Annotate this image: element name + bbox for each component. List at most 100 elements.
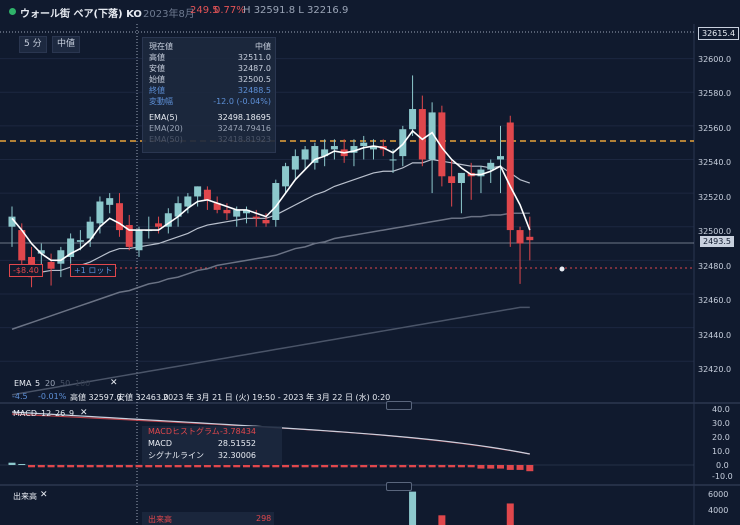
ema100-line (11, 306, 530, 396)
interval-button[interactable]: 5 分 (19, 36, 47, 53)
tooltip-label: 変動幅 (149, 97, 173, 106)
price-axis-label: 32600.0 (698, 55, 732, 64)
macd-hist-bar (194, 465, 202, 468)
tooltip-ema-label: EMA(50) (149, 135, 183, 144)
macd-hist-bar (418, 465, 426, 468)
candle-body (301, 149, 309, 160)
tooltip-header-left: 現在値 (149, 42, 173, 51)
candle-body (18, 230, 26, 261)
macd-legend-param[interactable]: 12 (41, 409, 52, 418)
candle-body (428, 112, 436, 160)
candle-body (135, 230, 143, 251)
candle-body (47, 262, 55, 269)
candle-body (477, 169, 485, 177)
pane-resize-handle[interactable] (386, 482, 412, 491)
macd-hist-bar (57, 465, 65, 468)
ema-legend-period[interactable]: 100 (75, 379, 91, 388)
position-lots[interactable]: +1 ロット (70, 264, 117, 277)
macd-hist-bar (360, 465, 368, 468)
macd-tooltip: MACDヒストグラム -3.78434 MACD 28.51552 シグナルライン 3… (142, 426, 282, 464)
candle-body (399, 129, 407, 157)
signal-line-label: シグナルライン (148, 451, 204, 460)
macd-close-icon[interactable]: ✕ (80, 408, 88, 418)
price-axis-label: 32480.0 (698, 262, 732, 271)
macd-axis-label: 20.0 (712, 433, 730, 442)
macd-hist-bar (350, 465, 358, 468)
ema-legend-period[interactable]: 50 (60, 379, 71, 388)
macd-hist-bar (96, 465, 104, 468)
pane-resize-handle[interactable] (386, 401, 412, 410)
macd-hist-bar (37, 465, 45, 468)
macd-line-value: 28.51552 (217, 439, 256, 448)
ema-legend-period[interactable]: 5 (35, 379, 41, 388)
macd-hist-bar (448, 465, 456, 468)
macd-line-label: MACD (148, 439, 172, 448)
macd-hist-bar (233, 465, 241, 468)
candle-body (242, 209, 250, 214)
tooltip-value: -12.0 (-0.04%) (213, 97, 271, 106)
macd-hist-label: MACDヒストグラム (148, 427, 220, 436)
candle-body (194, 186, 202, 197)
candle-body (418, 109, 426, 160)
candle-body (369, 146, 377, 150)
candle-body (57, 250, 65, 264)
candle-body (213, 203, 221, 210)
candle-body (438, 112, 446, 177)
macd-hist-bar (311, 465, 319, 468)
macd-hist-bar (18, 464, 26, 465)
price-axis-label: 32420.0 (698, 365, 732, 374)
ohlc-tooltip: 現在値 中値 高値 32511.0 安値 32487.0 始値 32500.5 終値 3… (142, 37, 276, 153)
macd-legend-param[interactable]: 26 (55, 409, 66, 418)
candle-body (526, 236, 534, 241)
macd-hist-bar (526, 465, 534, 472)
candle-body (37, 250, 45, 254)
macd-axis-label: 10.0 (712, 447, 730, 456)
candle-body (96, 201, 104, 224)
tooltip-ema-value: 32418.81923 (217, 135, 271, 144)
macd-hist-bar (155, 465, 163, 468)
candle-body (360, 142, 368, 147)
candle-body (8, 216, 16, 227)
macd-hist-bar (164, 465, 172, 468)
candle-body (106, 198, 114, 205)
tooltip-label: 終値 (149, 86, 165, 95)
volume-close-icon[interactable]: ✕ (40, 490, 48, 500)
macd-hist-bar (252, 465, 260, 468)
macd-axis-label: 30.0 (712, 419, 730, 428)
candle-body (282, 166, 290, 187)
tooltip-label: 安値 (149, 64, 165, 73)
tooltip-value: 32487.0 (237, 64, 271, 73)
candle-body (223, 209, 231, 214)
macd-hist-bar (272, 465, 280, 468)
range-pct-2: -0.01% (38, 392, 67, 401)
candle-body (233, 209, 241, 217)
price-type-button[interactable]: 中値 (52, 36, 81, 53)
macd-legend-param[interactable]: 9 (69, 409, 75, 418)
ema-close-icon[interactable]: ✕ (110, 378, 118, 388)
macd-hist-bar (223, 465, 231, 468)
ema-legend-period[interactable]: 20 (45, 379, 56, 388)
macd-hist-bar (340, 465, 348, 468)
instrument-header: ウォール街 ベア(下落) KO 2023年8月 249.5 0.77% H 32… (0, 0, 740, 24)
instrument-title[interactable]: ウォール街 ベア(下落) KO (20, 9, 142, 20)
price-change: 0.77% (214, 5, 246, 16)
macd-legend-name: MACD (13, 409, 37, 418)
price-axis-label: 32500.0 (698, 227, 732, 236)
candle-body (67, 238, 75, 257)
candle-body (252, 216, 260, 219)
volume-legend-name: 出来高 (13, 492, 37, 501)
volume-bar (409, 491, 417, 525)
macd-hist-value: -3.78434 (220, 427, 256, 436)
macd-hist-bar (28, 465, 36, 468)
price-axis-top-label: 32615.4 (698, 27, 740, 40)
tooltip-value: 32488.5 (237, 86, 271, 95)
macd-hist-bar (106, 465, 114, 468)
position-pnl[interactable]: -$8.40 (9, 264, 43, 277)
macd-hist-bar (145, 465, 153, 468)
tooltip-header-right: 中値 (255, 42, 271, 51)
volume-tooltip: 出来高 298 (142, 512, 274, 525)
tooltip-label: 高値 (149, 53, 165, 62)
candle-body (457, 172, 465, 184)
macd-hist-bar (174, 465, 182, 468)
